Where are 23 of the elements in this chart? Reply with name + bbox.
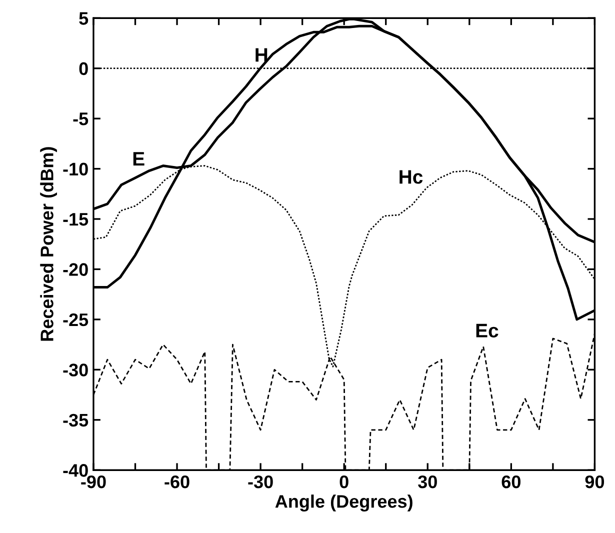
x-axis-title: Angle (Degrees)	[275, 494, 412, 512]
legend-label: H	[256, 48, 268, 62]
y-tick-label: -20	[63, 263, 88, 276]
x-tick-label: -90	[81, 475, 106, 488]
series-label: E	[133, 152, 144, 166]
y-axis-title: Received Power (dBm)	[40, 147, 57, 341]
x-tick-label: 30	[418, 475, 437, 488]
y-tick-label: -10	[63, 162, 88, 176]
y-tick-label: -25	[63, 313, 88, 326]
x-tick-label: -60	[164, 475, 190, 488]
x-tick-label: 90	[585, 475, 604, 488]
y-tick-label: 0	[79, 62, 88, 76]
y-tick-label: -5	[73, 112, 88, 126]
x-tick-label: 0	[340, 475, 348, 488]
series-label: Ec	[476, 324, 498, 338]
y-tick-label: -15	[63, 213, 88, 226]
y-tick-label: 5	[79, 12, 88, 25]
series-label: Hc	[400, 170, 423, 184]
y-tick-label: -40	[63, 464, 88, 477]
y-tick-label: -30	[63, 364, 88, 376]
x-tick-label: 60	[502, 475, 520, 488]
x-tick-label: -30	[248, 475, 273, 488]
y-tick-label: -35	[63, 414, 88, 427]
